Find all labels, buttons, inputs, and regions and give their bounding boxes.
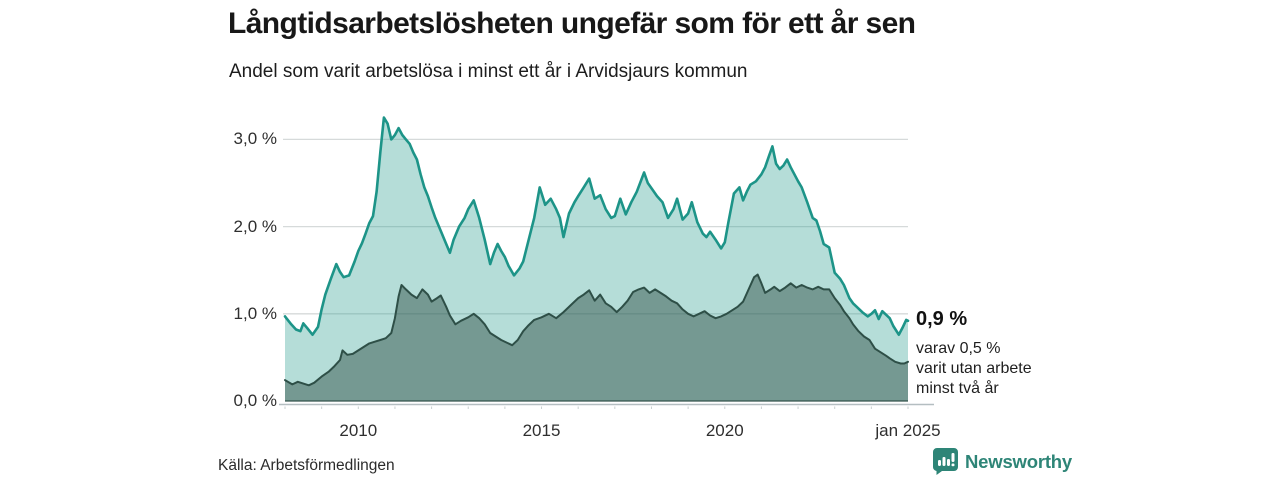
newsworthy-logo[interactable]: Newsworthy (933, 448, 1072, 475)
source-label: Källa: Arbetsförmedlingen (218, 457, 395, 474)
latest-value-annotation: 0,9 % varav 0,5 % varit utan arbete mins… (916, 308, 1032, 399)
x-tick-label: 2010 (339, 421, 378, 440)
x-tick-label: 2020 (705, 421, 744, 440)
latest-value: 0,9 % (916, 308, 968, 330)
y-tick-label: 3,0 % (233, 129, 277, 149)
y-tick-label: 1,0 % (233, 303, 277, 323)
y-tick-label: 2,0 % (233, 216, 277, 236)
chart-title: Långtidsarbetslösheten ungefär som för e… (228, 7, 916, 40)
chart-subtitle: Andel som varit arbetslösa i minst ett å… (229, 61, 748, 82)
annotation-line: varit utan arbete (916, 360, 1032, 377)
x-tick-label: jan 2025 (875, 421, 941, 440)
x-tick-label: 2015 (522, 421, 561, 440)
newsworthy-bars-icon (933, 448, 958, 475)
newsworthy-wordmark: Newsworthy (965, 450, 1072, 472)
y-tick-label: 0,0 % (233, 391, 277, 410)
annotation-line: minst två år (916, 380, 999, 397)
annotation-line: varav 0,5 % (916, 340, 1001, 357)
